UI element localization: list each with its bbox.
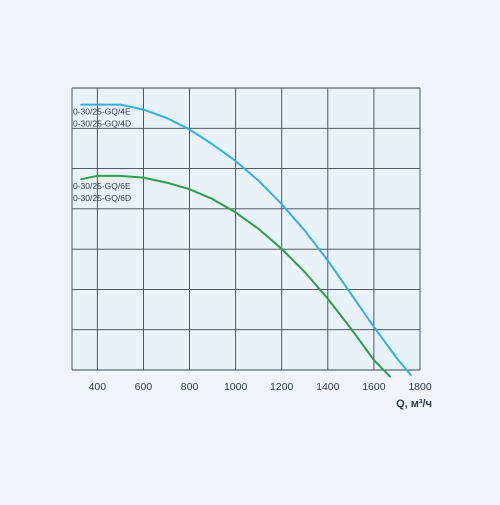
series-label: 0-30/25-GQ/4E xyxy=(73,107,131,117)
series-line-2 xyxy=(80,174,391,378)
x-tick-label: 1600 xyxy=(362,381,386,393)
x-tick-label: 600 xyxy=(135,381,153,393)
plot-background xyxy=(72,88,420,370)
x-tick-labels: 400 600 800 1000 1200 1400 1600 1800 xyxy=(89,381,432,393)
series-lines xyxy=(80,103,412,378)
series-label: 0-30/25-GQ/6D xyxy=(73,193,131,203)
series-labels: 0-30/25-GQ/4E 0-30/25-GQ/4D 0-30/25-GQ/6E 0… xyxy=(73,107,131,204)
x-tick-label: 400 xyxy=(89,381,107,393)
x-tick-label: 1000 xyxy=(224,381,248,393)
x-tick-label: 1400 xyxy=(316,381,340,393)
x-tick-label: 1800 xyxy=(408,381,432,393)
x-axis-label: Q, м³/ч xyxy=(396,398,432,410)
grid xyxy=(71,87,421,371)
x-tick-label: 1200 xyxy=(270,381,294,393)
x-tick-label: 800 xyxy=(181,381,199,393)
series-line-1 xyxy=(80,103,412,376)
series-label: 0-30/25-GQ/4D xyxy=(73,119,131,129)
series-label: 0-30/25-GQ/6E xyxy=(73,181,131,191)
